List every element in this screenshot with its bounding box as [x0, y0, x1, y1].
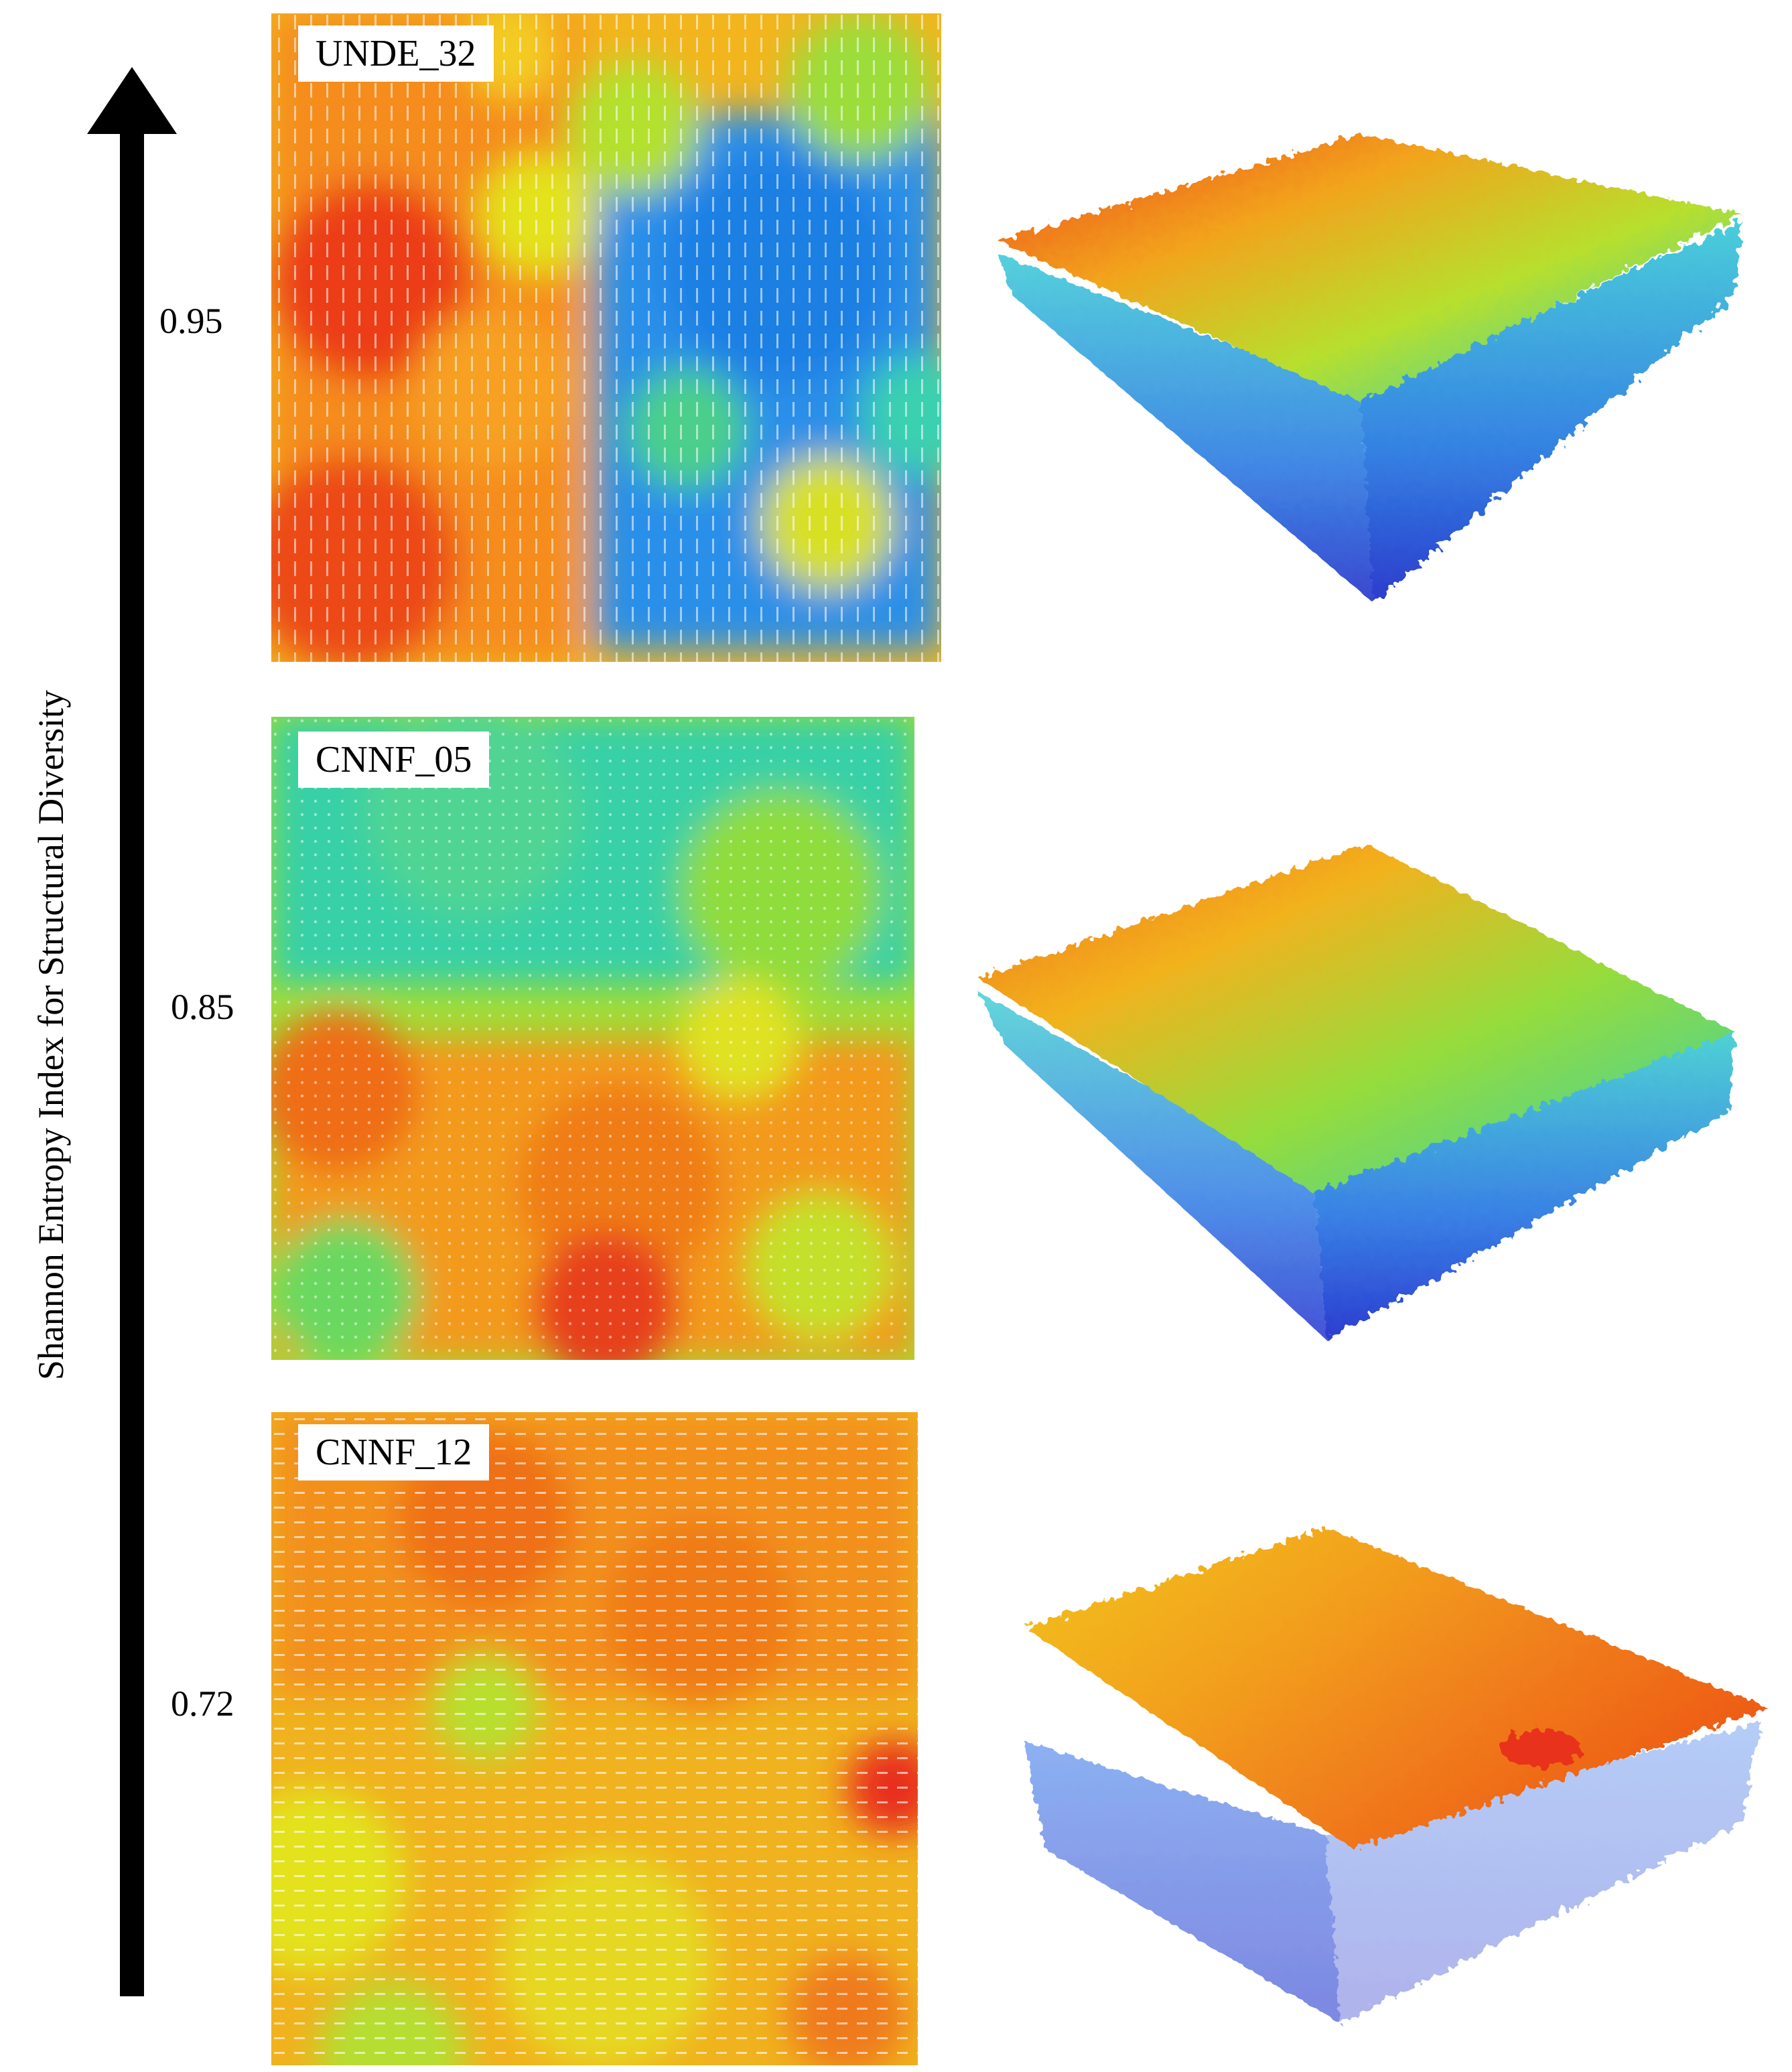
y-axis-label: Shannon Entropy Index for Structural Div…: [31, 689, 71, 1381]
perspective-view-2: [965, 831, 1748, 1340]
top-view-image-1: [271, 13, 941, 662]
top-view-image-2: [271, 717, 914, 1360]
top-view-image-3: [271, 1412, 918, 2065]
point-cloud-3d-1: [998, 134, 1742, 603]
plot-id-label-2: CNNF_05: [298, 732, 490, 788]
perspective-view-3: [1005, 1501, 1782, 2036]
arrow-shaft: [120, 127, 144, 1996]
entropy-value-2: 0.85: [171, 987, 234, 1027]
plot-id-label-3: CNNF_12: [298, 1424, 490, 1480]
plot-id-label-1: UNDE_32: [298, 25, 494, 82]
entropy-value-3: 0.72: [171, 1683, 234, 1724]
point-cloud-3d-3: [1025, 1527, 1769, 2023]
arrow-head-icon: [87, 67, 177, 134]
top-view-panel-3: CNNF_12: [271, 1412, 918, 2065]
top-view-panel-2: CNNF_05: [271, 717, 914, 1360]
entropy-value-1: 0.95: [159, 301, 223, 341]
point-cloud-3d-2: [978, 844, 1735, 1340]
top-view-panel-1: UNDE_32: [271, 13, 941, 662]
perspective-view-1: [985, 121, 1755, 616]
